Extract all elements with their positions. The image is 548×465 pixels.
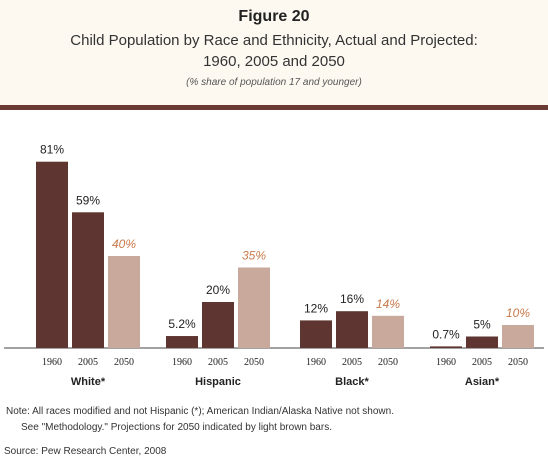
bar-chart: 81% 1960 59% 2005 40% 2050 White* 5.2% 1960 20% 20… <box>4 143 544 388</box>
x-tick-label: 2005 <box>472 357 492 368</box>
bar-white-2005 <box>72 212 104 348</box>
bar-white-1960 <box>36 161 68 348</box>
group-label: White* <box>71 376 106 388</box>
x-tick-label: 2005 <box>342 357 362 368</box>
bar-black-1960 <box>300 320 332 348</box>
x-tick-label: 1960 <box>306 357 326 368</box>
note-line1: Note: All races modified and not Hispani… <box>6 406 394 417</box>
data-label: 81% <box>40 143 64 157</box>
x-tick-label: 2050 <box>378 357 398 368</box>
data-label: 5% <box>473 318 491 332</box>
bar-hispanic-2005 <box>202 302 234 348</box>
chart-title-line1: Child Population by Race and Ethnicity, … <box>70 32 478 49</box>
bar-hispanic-2050 <box>238 267 270 348</box>
bar-black-2050 <box>372 315 404 348</box>
chart-header: Figure 20 Child Population by Race and E… <box>0 0 548 110</box>
data-label: 40% <box>112 237 136 251</box>
x-tick-label: 2005 <box>208 357 228 368</box>
chart-title-line2: 1960, 2005 and 2050 <box>203 53 345 70</box>
x-tick-label: 2050 <box>244 357 264 368</box>
data-label: 12% <box>304 301 328 315</box>
bar-white-2050 <box>108 256 140 348</box>
data-label: 10% <box>506 306 530 320</box>
group-label: Hispanic <box>195 376 241 388</box>
data-label: 5.2% <box>168 317 196 331</box>
x-tick-label: 1960 <box>42 357 62 368</box>
group-label: Black* <box>335 376 369 388</box>
note-line2: See "Methodology." Projections for 2050 … <box>21 422 332 433</box>
chart-subtitle: (% share of population 17 and younger) <box>186 77 362 88</box>
chart-note: Note: All races modified and not Hispani… <box>6 404 546 436</box>
data-label: 16% <box>340 292 364 306</box>
x-tick-label: 2050 <box>508 357 528 368</box>
chart-title: Child Population by Race and Ethnicity, … <box>0 30 548 72</box>
bar-black-2005 <box>336 311 368 348</box>
data-label: 35% <box>242 249 266 263</box>
x-tick-label: 2050 <box>114 357 134 368</box>
x-tick-label: 2005 <box>78 357 98 368</box>
bar-asian-2005 <box>466 336 498 348</box>
figure-label: Figure 20 <box>238 8 310 25</box>
data-label: 14% <box>376 297 400 311</box>
chart-source: Source: Pew Research Center, 2008 <box>4 446 167 457</box>
x-tick-label: 1960 <box>172 357 192 368</box>
bar-hispanic-1960 <box>166 336 198 348</box>
data-label: 0.7% <box>432 327 460 341</box>
group-label: Asian* <box>465 376 500 388</box>
bar-asian-1960 <box>430 346 462 348</box>
bar-asian-2050 <box>502 325 534 348</box>
data-label: 20% <box>206 283 230 297</box>
x-tick-label: 1960 <box>436 357 456 368</box>
data-label: 59% <box>76 193 100 207</box>
